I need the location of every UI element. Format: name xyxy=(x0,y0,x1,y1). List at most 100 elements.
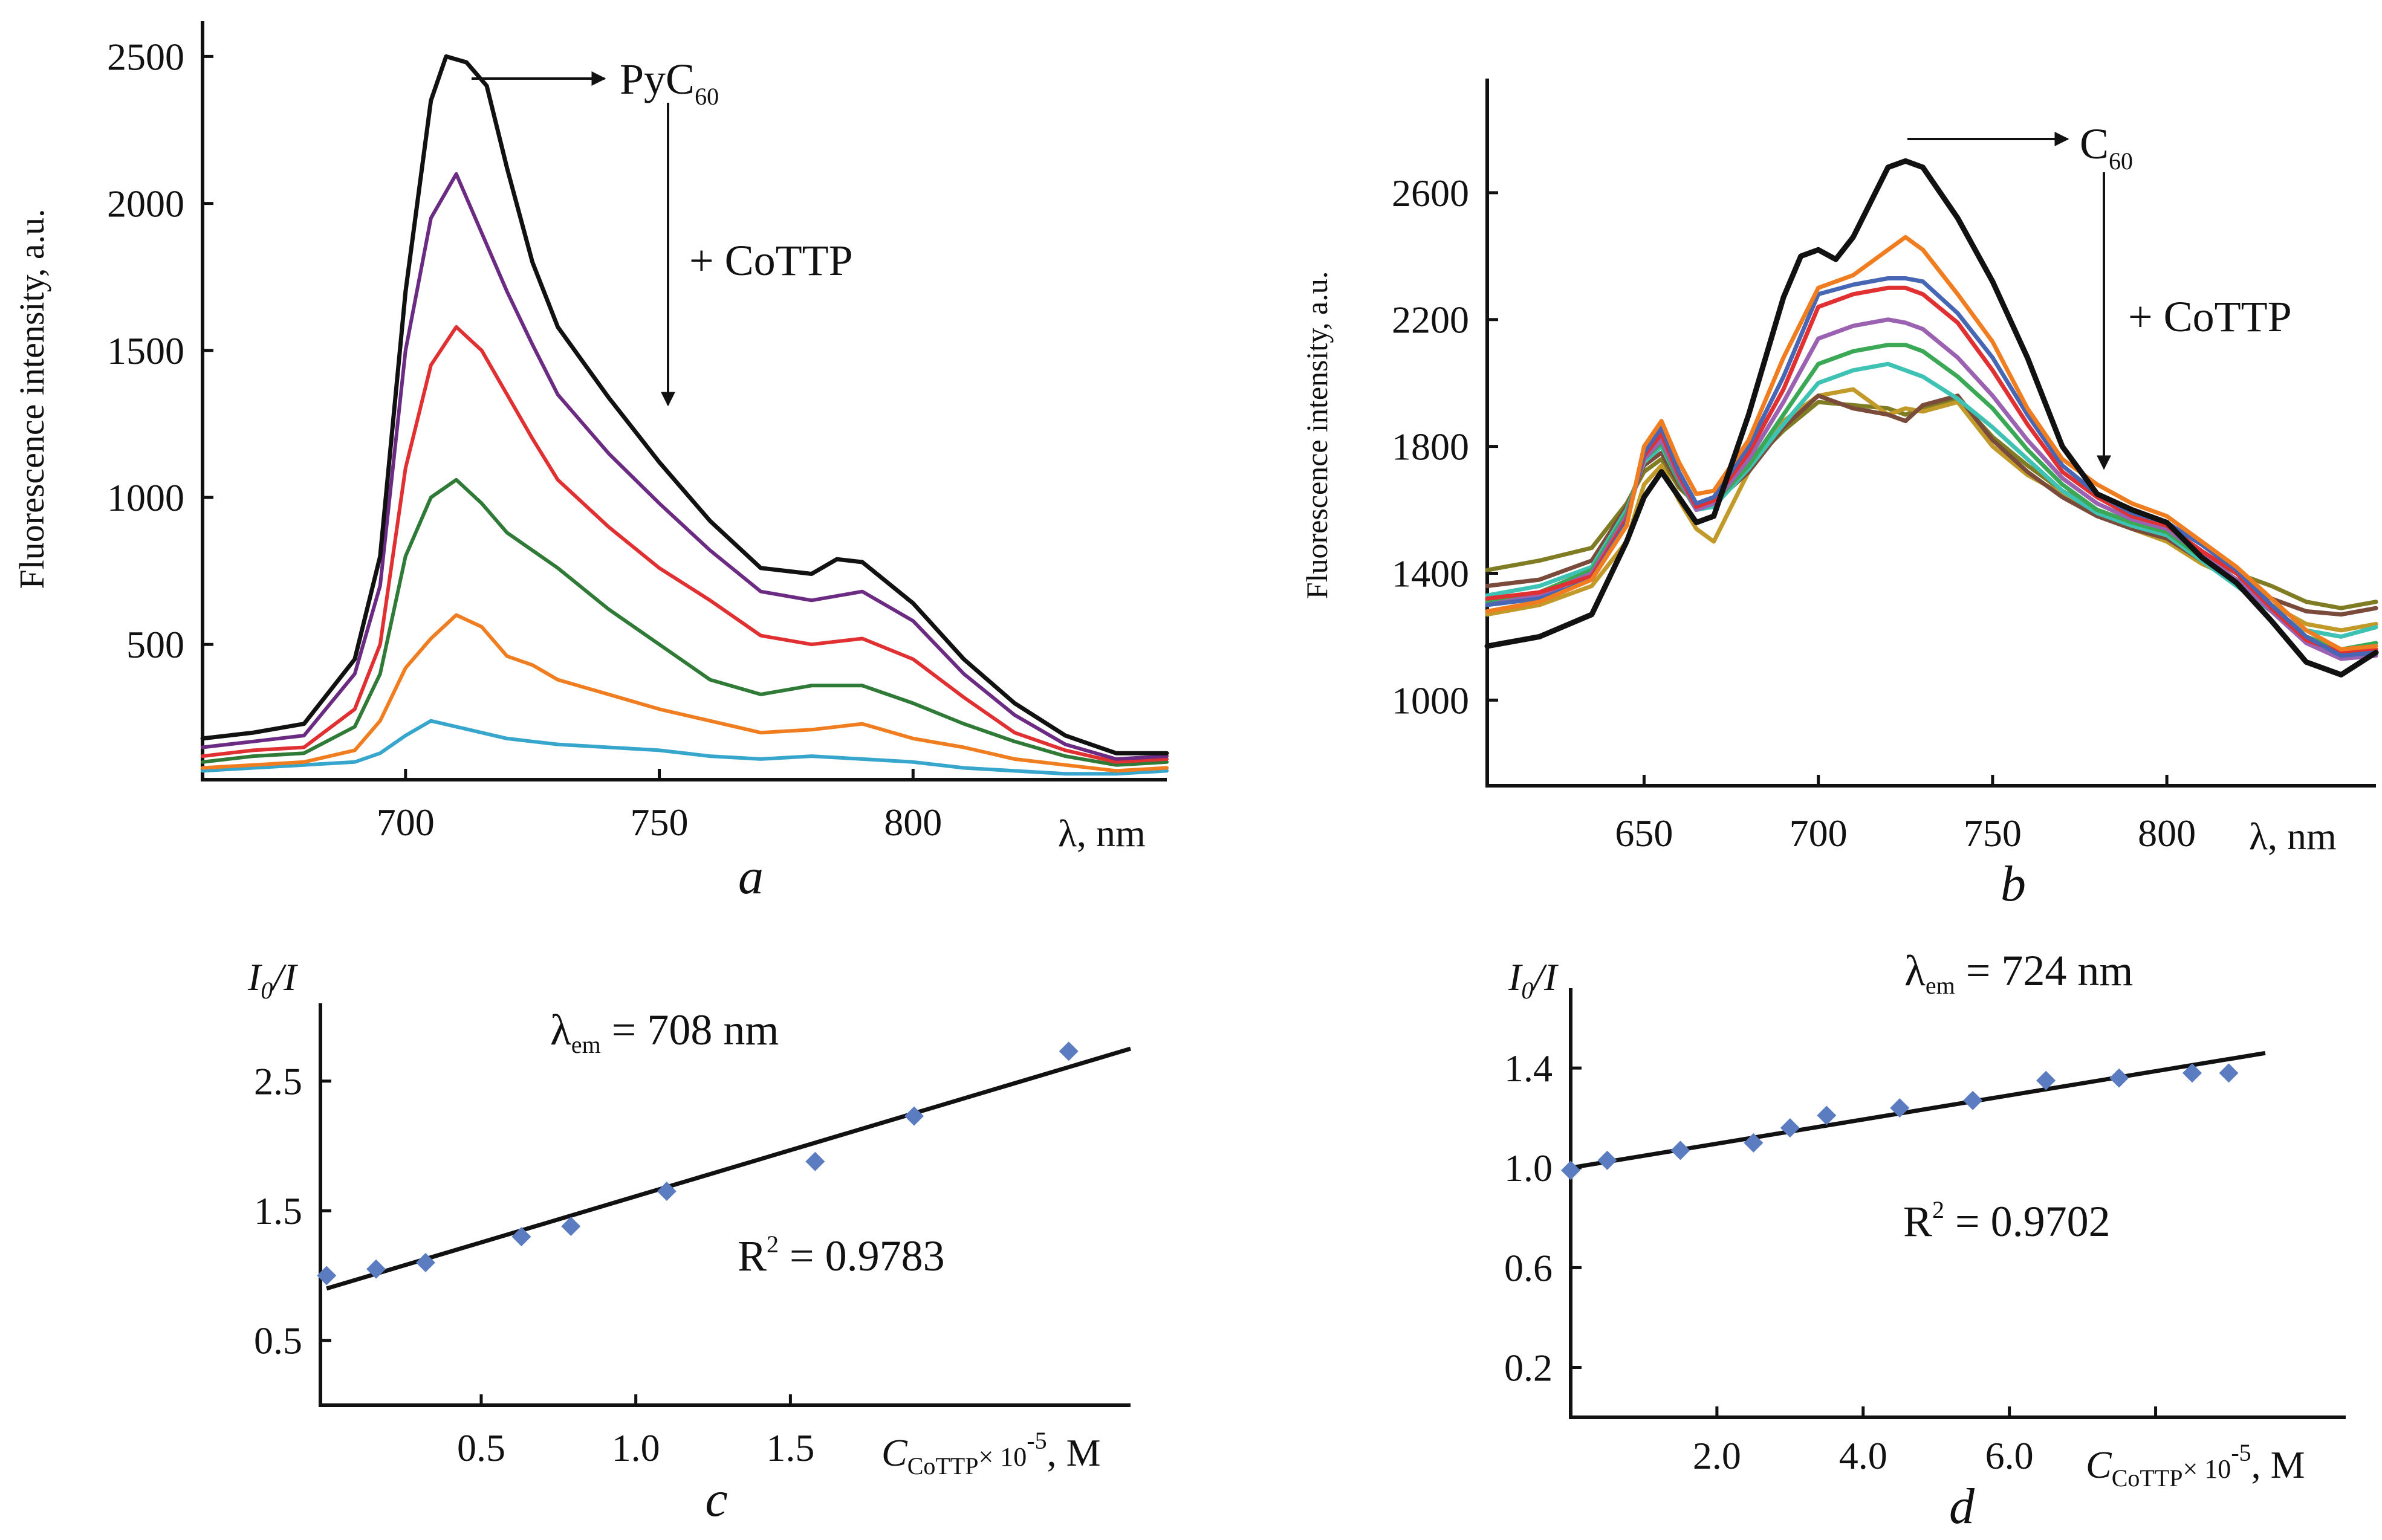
x-tick-label: 700 xyxy=(1790,812,1848,855)
panel-c-axes xyxy=(319,1003,1131,1407)
panel-a-species-label: PyC60 xyxy=(620,55,719,110)
x-tick-label: 800 xyxy=(884,801,942,844)
x-tick-label: 750 xyxy=(631,801,689,844)
series-line--cottp-2 xyxy=(201,325,1169,764)
data-point xyxy=(805,1151,825,1171)
panel-d: 2.0 4.0 6.00.20.61.01.4 I0/I λem = 724 nm … xyxy=(1504,946,2346,1535)
data-point xyxy=(1780,1118,1800,1138)
panel-b-axes xyxy=(1485,79,2376,788)
series-line-pyc60 xyxy=(200,54,1169,755)
panel-c-ticks: 0.5 1.0 1.5 0.5 1.5 2.5 xyxy=(254,1060,814,1469)
panel-d-lambda-annotation: λem = 724 nm xyxy=(1904,946,2133,999)
y-tick-label: 1400 xyxy=(1392,552,1469,595)
data-point xyxy=(1963,1090,1983,1110)
y-tick-label: 2000 xyxy=(107,183,184,225)
panel-b-label: b xyxy=(2001,856,2026,912)
data-point xyxy=(1561,1160,1580,1180)
series-line--cottp-5 xyxy=(1485,343,2378,652)
data-point xyxy=(415,1253,435,1273)
data-point xyxy=(561,1216,581,1236)
x-tick-label: 650 xyxy=(1615,812,1673,855)
panel-c-points xyxy=(317,1041,1079,1286)
panel-b-plot: 650 700 750 800 1000 1400 1800 2200 2600 xyxy=(1392,79,2379,855)
data-point xyxy=(2182,1063,2202,1083)
panel-a-ylabel: Fluorescence intensity, a.u. xyxy=(12,209,51,589)
panel-c-r2-annotation: R2 = 0.9783 xyxy=(738,1231,945,1280)
panel-d-r2-annotation: R2 = 0.9702 xyxy=(1903,1196,2111,1246)
panel-c: 0.5 1.0 1.5 0.5 1.5 2.5 I0/I λem = 708 nm R2 … xyxy=(247,956,1132,1527)
panel-b-xlabel: λ, nm xyxy=(2249,815,2337,858)
data-point xyxy=(1744,1133,1764,1153)
x-tick-label: 0.5 xyxy=(457,1426,505,1469)
y-tick-label: 1500 xyxy=(107,329,184,372)
x-tick-label: 4.0 xyxy=(1839,1434,1887,1477)
panel-a-axes xyxy=(201,21,1167,781)
data-point xyxy=(1597,1150,1617,1170)
panel-c-fit-line xyxy=(326,1046,1132,1291)
data-point xyxy=(1890,1098,1910,1118)
panel-a-xlabel: λ, nm xyxy=(1058,812,1146,855)
series-line--cottp-2 xyxy=(1485,276,2378,658)
series-line--cottp-3 xyxy=(1485,285,2378,655)
y-tick-label: 1000 xyxy=(107,476,184,519)
y-tick-label: 0.2 xyxy=(1504,1346,1553,1389)
data-point xyxy=(317,1266,337,1286)
series-line--cottp-1 xyxy=(201,172,1169,761)
x-tick-label: 2.0 xyxy=(1693,1434,1741,1477)
panel-a-ticks: 700 750 800 500 1000 1500 2000 2500 xyxy=(107,35,942,844)
x-tick-label: 750 xyxy=(1964,812,2022,855)
panel-b-ylabel: Fluorescence intensity, a.u. xyxy=(1300,271,1334,599)
data-point xyxy=(2109,1068,2129,1088)
panel-c-label: c xyxy=(705,1471,727,1527)
panel-a-label: a xyxy=(738,849,764,905)
panel-d-xlabel: CCoTTP× 10-5, M xyxy=(2086,1439,2305,1492)
series-line--cottp-1 xyxy=(1485,235,2378,652)
panel-a-series xyxy=(200,54,1169,776)
panel-a-titrant-label: + CoTTP xyxy=(689,236,853,285)
y-tick-label: 500 xyxy=(126,623,184,666)
panel-c-ylabel: I0/I xyxy=(247,956,298,1004)
series-line--cottp-5 xyxy=(201,719,1169,776)
y-tick-label: 2600 xyxy=(1392,172,1469,215)
data-point xyxy=(657,1182,677,1202)
panel-d-ticks: 2.0 4.0 6.0 0.2 0.6 1.0 1.4 xyxy=(1504,1047,2158,1477)
panel-a: 700 750 800 500 1000 1500 2000 2500 Fluorescenc… xyxy=(12,21,1169,905)
y-tick-label: 2200 xyxy=(1392,299,1469,341)
panel-c-lambda-annotation: λem = 708 nm xyxy=(550,1006,779,1058)
x-tick-label: 1.0 xyxy=(612,1426,660,1469)
panel-b-titrant-label: + CoTTP xyxy=(2128,293,2292,341)
data-point xyxy=(366,1259,386,1279)
panel-c-plot: 0.5 1.0 1.5 0.5 1.5 2.5 xyxy=(254,1003,1132,1469)
y-tick-label: 1.0 xyxy=(1504,1147,1553,1189)
panel-b-ticks: 650 700 750 800 1000 1400 1800 2200 2600 xyxy=(1392,172,2196,855)
x-tick-label: 6.0 xyxy=(1985,1434,2034,1477)
data-point xyxy=(511,1227,531,1247)
data-point xyxy=(1817,1105,1837,1125)
panel-b-species-label: C60 xyxy=(2080,120,2133,175)
x-tick-label: 800 xyxy=(2138,812,2196,855)
y-tick-label: 1.4 xyxy=(1504,1047,1553,1090)
data-point xyxy=(2036,1070,2056,1090)
panel-d-plot: 2.0 4.0 6.0 0.2 0.6 1.0 1.4 xyxy=(1504,988,2346,1477)
data-point xyxy=(904,1106,924,1126)
x-tick-label: 1.5 xyxy=(766,1426,814,1469)
x-tick-label: 700 xyxy=(377,801,435,844)
y-tick-label: 1000 xyxy=(1392,679,1469,722)
panel-b-series xyxy=(1484,158,2379,678)
y-tick-label: 2.5 xyxy=(254,1060,302,1103)
y-tick-label: 1.5 xyxy=(254,1189,302,1232)
series-line--cottp-4 xyxy=(201,613,1169,773)
panel-d-ylabel: I0/I xyxy=(1508,956,1559,1004)
panel-a-plot: 700 750 800 500 1000 1500 2000 2500 xyxy=(107,21,1169,844)
panel-b: 650 700 750 800 1000 1400 1800 2200 2600 Fluores… xyxy=(1300,79,2379,912)
data-point xyxy=(2219,1063,2239,1083)
data-point xyxy=(1059,1041,1079,1061)
panel-d-label: d xyxy=(1949,1478,1975,1535)
series-line-c60 xyxy=(1484,158,2379,678)
y-tick-label: 2500 xyxy=(107,35,184,78)
y-tick-label: 0.6 xyxy=(1504,1246,1553,1289)
data-point xyxy=(1670,1140,1690,1160)
panel-d-points xyxy=(1561,1063,2239,1180)
panel-d-axes xyxy=(1569,988,2346,1419)
